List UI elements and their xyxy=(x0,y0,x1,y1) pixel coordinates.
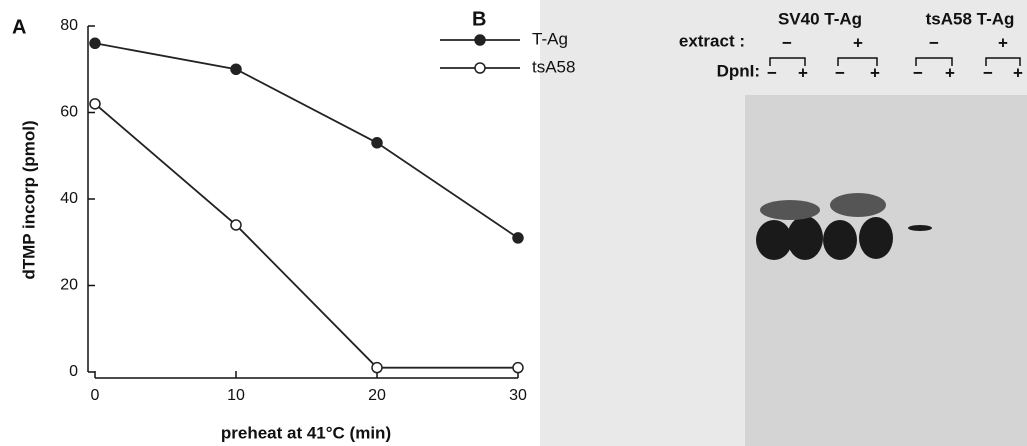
figure: A dTMP incorp (pmol) preheat at 41°C (mi… xyxy=(0,0,1027,446)
extract-label: extract : xyxy=(679,31,745,50)
dpni-sign: − xyxy=(835,63,845,82)
legend-label: T-Ag xyxy=(532,29,568,48)
group-label: tsA58 T-Ag xyxy=(926,9,1015,28)
point xyxy=(513,233,523,243)
series-line xyxy=(95,104,518,368)
y-tick-label: 60 xyxy=(60,104,78,121)
extract-sign: − xyxy=(782,33,792,52)
point xyxy=(372,138,382,148)
gel xyxy=(745,95,1027,446)
extract-sign: + xyxy=(998,33,1008,52)
panel-b-label: B xyxy=(472,8,486,30)
x-tick-label: 10 xyxy=(227,387,245,404)
point xyxy=(231,220,241,230)
point xyxy=(90,38,100,48)
legend-marker xyxy=(475,35,485,45)
y-axis-label: dTMP incorp (pmol) xyxy=(19,120,38,279)
legend-marker xyxy=(475,63,485,73)
dpni-label: DpnI: xyxy=(717,61,760,80)
dpni-sign: − xyxy=(983,63,993,82)
dpni-sign: + xyxy=(798,63,808,82)
y-tick-label: 0 xyxy=(69,363,78,380)
panel-label: A xyxy=(12,16,26,38)
point xyxy=(231,64,241,74)
y-tick-label: 40 xyxy=(60,190,78,207)
extract-sign: − xyxy=(929,33,939,52)
legend-label: tsA58 xyxy=(532,57,575,76)
dpni-sign: − xyxy=(767,63,777,82)
dpni-sign: + xyxy=(1013,63,1023,82)
x-tick-label: 0 xyxy=(91,387,100,404)
x-tick-label: 20 xyxy=(368,387,386,404)
y-tick-label: 80 xyxy=(60,17,78,34)
dpni-sign: − xyxy=(913,63,923,82)
y-tick-label: 20 xyxy=(60,277,78,294)
group-label: SV40 T-Ag xyxy=(778,9,862,28)
dpni-sign: + xyxy=(870,63,880,82)
x-axis-label: preheat at 41°C (min) xyxy=(221,423,391,442)
x-tick-label: 30 xyxy=(509,387,527,404)
point xyxy=(513,363,523,373)
series-line xyxy=(95,43,518,238)
point xyxy=(90,99,100,109)
dpni-sign: + xyxy=(945,63,955,82)
extract-sign: + xyxy=(853,33,863,52)
point xyxy=(372,363,382,373)
